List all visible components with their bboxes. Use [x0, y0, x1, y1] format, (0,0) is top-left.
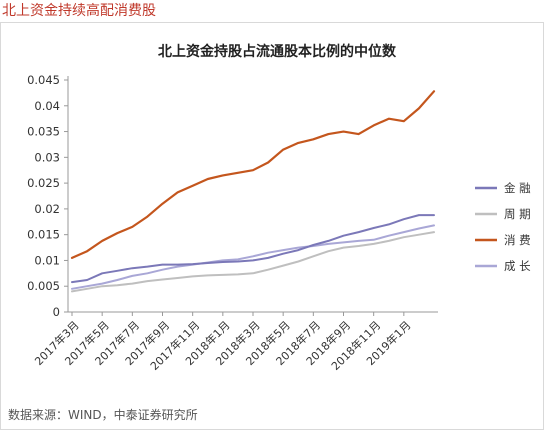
series-line-消费 [70, 90, 436, 259]
y-tick-label: 0.045 [27, 73, 60, 87]
series-line-金融 [71, 214, 435, 284]
y-tick-label: 0.025 [27, 176, 60, 190]
legend-label-消费: 消 费 [504, 233, 531, 247]
legend: 金 融周 期消 费成 长 [475, 181, 531, 273]
source-note: 数据来源：WIND，中泰证券研究所 [8, 408, 198, 422]
y-tick-label: 0.035 [27, 125, 60, 139]
series-lines [70, 90, 436, 293]
y-axis: 0 0.005 0.01 0.015 0.02 0.025 0.03 0.035 0.04 0.0… [27, 73, 69, 319]
y-tick-label: 0.015 [27, 228, 60, 242]
chart-title: 北上资金持股占流通股本比例的中位数 [158, 43, 397, 60]
y-tick-label: 0.01 [34, 253, 60, 267]
series-line-成长 [71, 224, 435, 290]
y-tick-label: 0.03 [34, 150, 60, 164]
y-tick-label: 0.005 [27, 279, 60, 293]
y-tick-label: 0.04 [34, 99, 60, 113]
series-line-周期 [71, 231, 435, 293]
legend-label-金融: 金 融 [504, 181, 531, 195]
y-tick-label: 0.02 [34, 202, 60, 216]
legend-label-成长: 成 长 [504, 259, 531, 273]
y-tick-label: 0 [53, 305, 60, 319]
x-axis: 2017年3月2017年5月2017年7月2017年9月2017年11月2018… [32, 311, 438, 373]
chart-frame [0, 22, 544, 430]
page-title: 北上资金持续高配消费股 [2, 3, 156, 19]
legend-label-周期: 周 期 [504, 207, 531, 221]
